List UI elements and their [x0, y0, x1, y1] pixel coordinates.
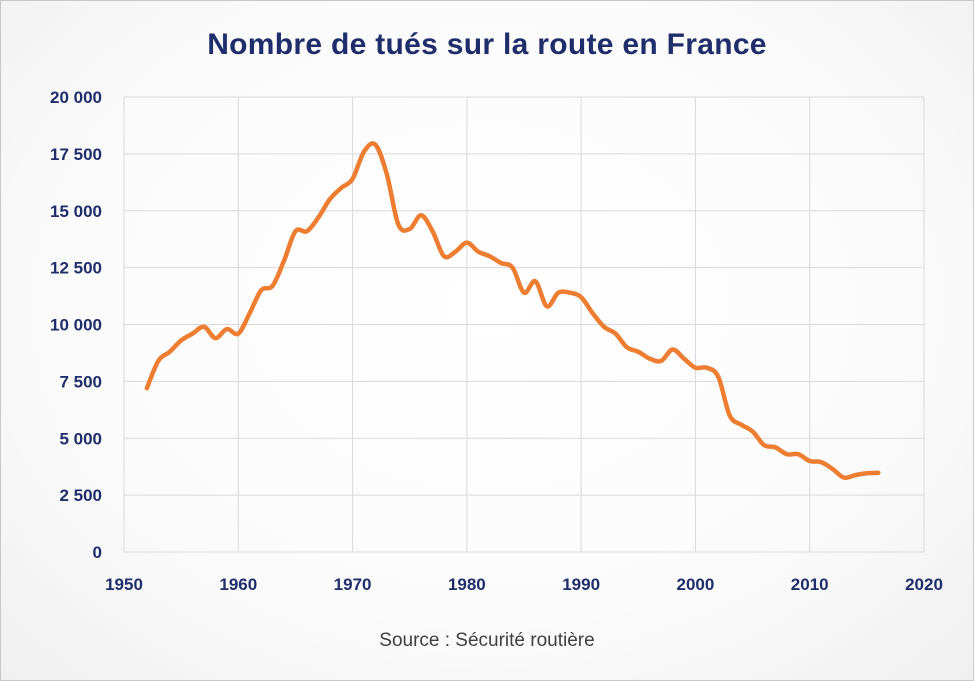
chart-title: Nombre de tués sur la route en France: [207, 28, 767, 61]
y-axis-tick-labels: 0 2 500 5 000 7 500 10 000 12 500 15 000 17 500…: [50, 88, 102, 562]
x-tick-label: 2000: [677, 575, 715, 594]
x-tick-label: 1950: [105, 575, 143, 594]
y-tick-label: 10 000: [50, 316, 102, 335]
gridlines: [123, 96, 925, 553]
y-tick-label: 7 500: [59, 372, 102, 391]
series-line-tues: [144, 141, 881, 481]
x-tick-label: 1980: [448, 575, 486, 594]
x-axis-tick-labels: 1950 1960 1970 1980 1990 2000 2010 2020: [105, 575, 943, 594]
x-tick-label: 2020: [905, 575, 943, 594]
y-tick-label: 20 000: [50, 88, 102, 107]
source-note: Source : Sécurité routière: [379, 630, 595, 651]
y-tick-label: 5 000: [59, 429, 102, 448]
y-tick-label: 15 000: [50, 202, 102, 221]
x-tick-label: 2010: [791, 575, 829, 594]
series-group: [144, 141, 881, 481]
y-tick-label: 17 500: [50, 145, 102, 164]
x-tick-label: 1960: [219, 575, 257, 594]
x-tick-label: 1970: [334, 575, 372, 594]
y-tick-label: 12 500: [50, 259, 102, 278]
y-tick-label: 0: [93, 543, 102, 562]
y-tick-label: 2 500: [59, 486, 102, 505]
x-tick-label: 1990: [562, 575, 600, 594]
